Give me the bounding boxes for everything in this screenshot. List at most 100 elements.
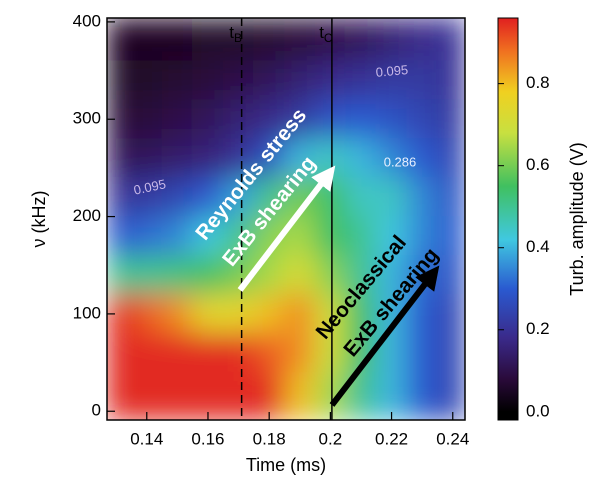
heat-cell (107, 138, 132, 178)
heat-cell (192, 60, 224, 100)
heat-cell (192, 255, 224, 295)
heat-cell (406, 372, 438, 421)
x-tick-label: 0.22 (375, 429, 408, 448)
heat-cell (437, 99, 466, 139)
contour-label: 0.095 (375, 62, 409, 80)
heat-cell (162, 294, 194, 334)
heat-cell (315, 216, 347, 256)
heat-cell (345, 18, 377, 62)
heat-cell (223, 60, 255, 100)
heat-cell (376, 99, 408, 139)
heat-cell (253, 18, 285, 62)
heat-cell (131, 99, 163, 139)
heat-cell (107, 18, 132, 62)
heat-cell (253, 255, 285, 295)
heat-cell (131, 255, 163, 295)
x-tick-label: 0.24 (436, 429, 469, 448)
heat-cell (162, 216, 194, 256)
y-tick-label: 400 (73, 11, 101, 30)
subscript: B (234, 31, 242, 45)
heatmap (107, 18, 466, 421)
x-tick-label: 0.16 (191, 429, 224, 448)
heat-cell (345, 99, 377, 139)
heat-cell (406, 99, 438, 139)
heat-cell (437, 372, 466, 421)
heat-cell (437, 18, 466, 62)
heat-cell (315, 255, 347, 295)
y-tick-label: 300 (73, 109, 101, 128)
heat-cell (284, 294, 316, 334)
heat-cell (131, 60, 163, 100)
y-tick-label: 200 (73, 206, 101, 225)
heat-cell (437, 333, 466, 373)
colorbar-label: Turb. amplitude (V) (567, 142, 587, 295)
y-axis-label: ν (kHz) (29, 191, 49, 248)
heat-cell (131, 18, 163, 62)
heat-cell (315, 99, 347, 139)
colorbar-tick-label: 0.8 (526, 73, 550, 92)
chart: tBtC Reynolds stress ExB shearing Neocla… (0, 0, 595, 482)
heat-cell (406, 60, 438, 100)
heat-cell (437, 177, 466, 217)
heat-cell (107, 177, 132, 217)
heat-cell (162, 177, 194, 217)
heat-cell (345, 216, 377, 256)
heat-cell (107, 60, 132, 100)
heat-cell (345, 138, 377, 178)
heat-cell (376, 18, 408, 62)
page: tBtC Reynolds stress ExB shearing Neocla… (0, 0, 595, 487)
heat-cell (437, 138, 466, 178)
heat-cell (284, 60, 316, 100)
x-tick-label: 0.18 (253, 429, 286, 448)
y-tick-label: 100 (73, 303, 101, 322)
subscript: C (324, 31, 333, 45)
colorbar (498, 18, 518, 420)
heat-cell (131, 138, 163, 178)
heat-cell (437, 294, 466, 334)
colorbar-tick-label: 0.6 (526, 155, 550, 174)
heat-cell (162, 18, 194, 62)
contour-label: 0.286 (384, 154, 417, 169)
heat-cell (437, 216, 466, 256)
heat-cell (406, 18, 438, 62)
colorbar-tick-label: 0.0 (526, 401, 550, 420)
heat-cell (437, 255, 466, 295)
heat-cell (253, 294, 285, 334)
heat-cell (192, 138, 224, 178)
heat-cell (223, 372, 255, 421)
heat-cell (223, 294, 255, 334)
heat-cell (107, 216, 132, 256)
heat-cell (406, 333, 438, 373)
heat-cell (107, 255, 132, 295)
heat-cell (284, 255, 316, 295)
heat-cell (284, 333, 316, 373)
heat-cell (162, 372, 194, 421)
plot-area (107, 18, 466, 421)
heat-cell (107, 372, 132, 421)
colorbar-tick-label: 0.2 (526, 319, 550, 338)
heat-cell (437, 60, 466, 100)
heat-cell (131, 294, 163, 334)
colorbar-tick-label: 0.4 (526, 237, 550, 256)
heat-cell (192, 333, 224, 373)
heat-cell (162, 60, 194, 100)
heat-cell (253, 333, 285, 373)
heat-cell (223, 99, 255, 139)
heat-cell (192, 294, 224, 334)
heat-cell (162, 333, 194, 373)
heat-cell (107, 333, 132, 373)
heat-cell (192, 99, 224, 139)
x-axis-label: Time (ms) (246, 455, 326, 475)
heat-cell (406, 177, 438, 217)
heat-cell (345, 60, 377, 100)
heat-cell (315, 138, 347, 178)
heat-cell (162, 138, 194, 178)
heat-cell (253, 60, 285, 100)
heat-cell (284, 372, 316, 421)
heat-cell (345, 177, 377, 217)
heat-cell (192, 18, 224, 62)
heat-cell (162, 255, 194, 295)
y-tick-label: 0 (92, 401, 101, 420)
x-tick-label: 0.2 (319, 429, 343, 448)
heat-cell (376, 177, 408, 217)
